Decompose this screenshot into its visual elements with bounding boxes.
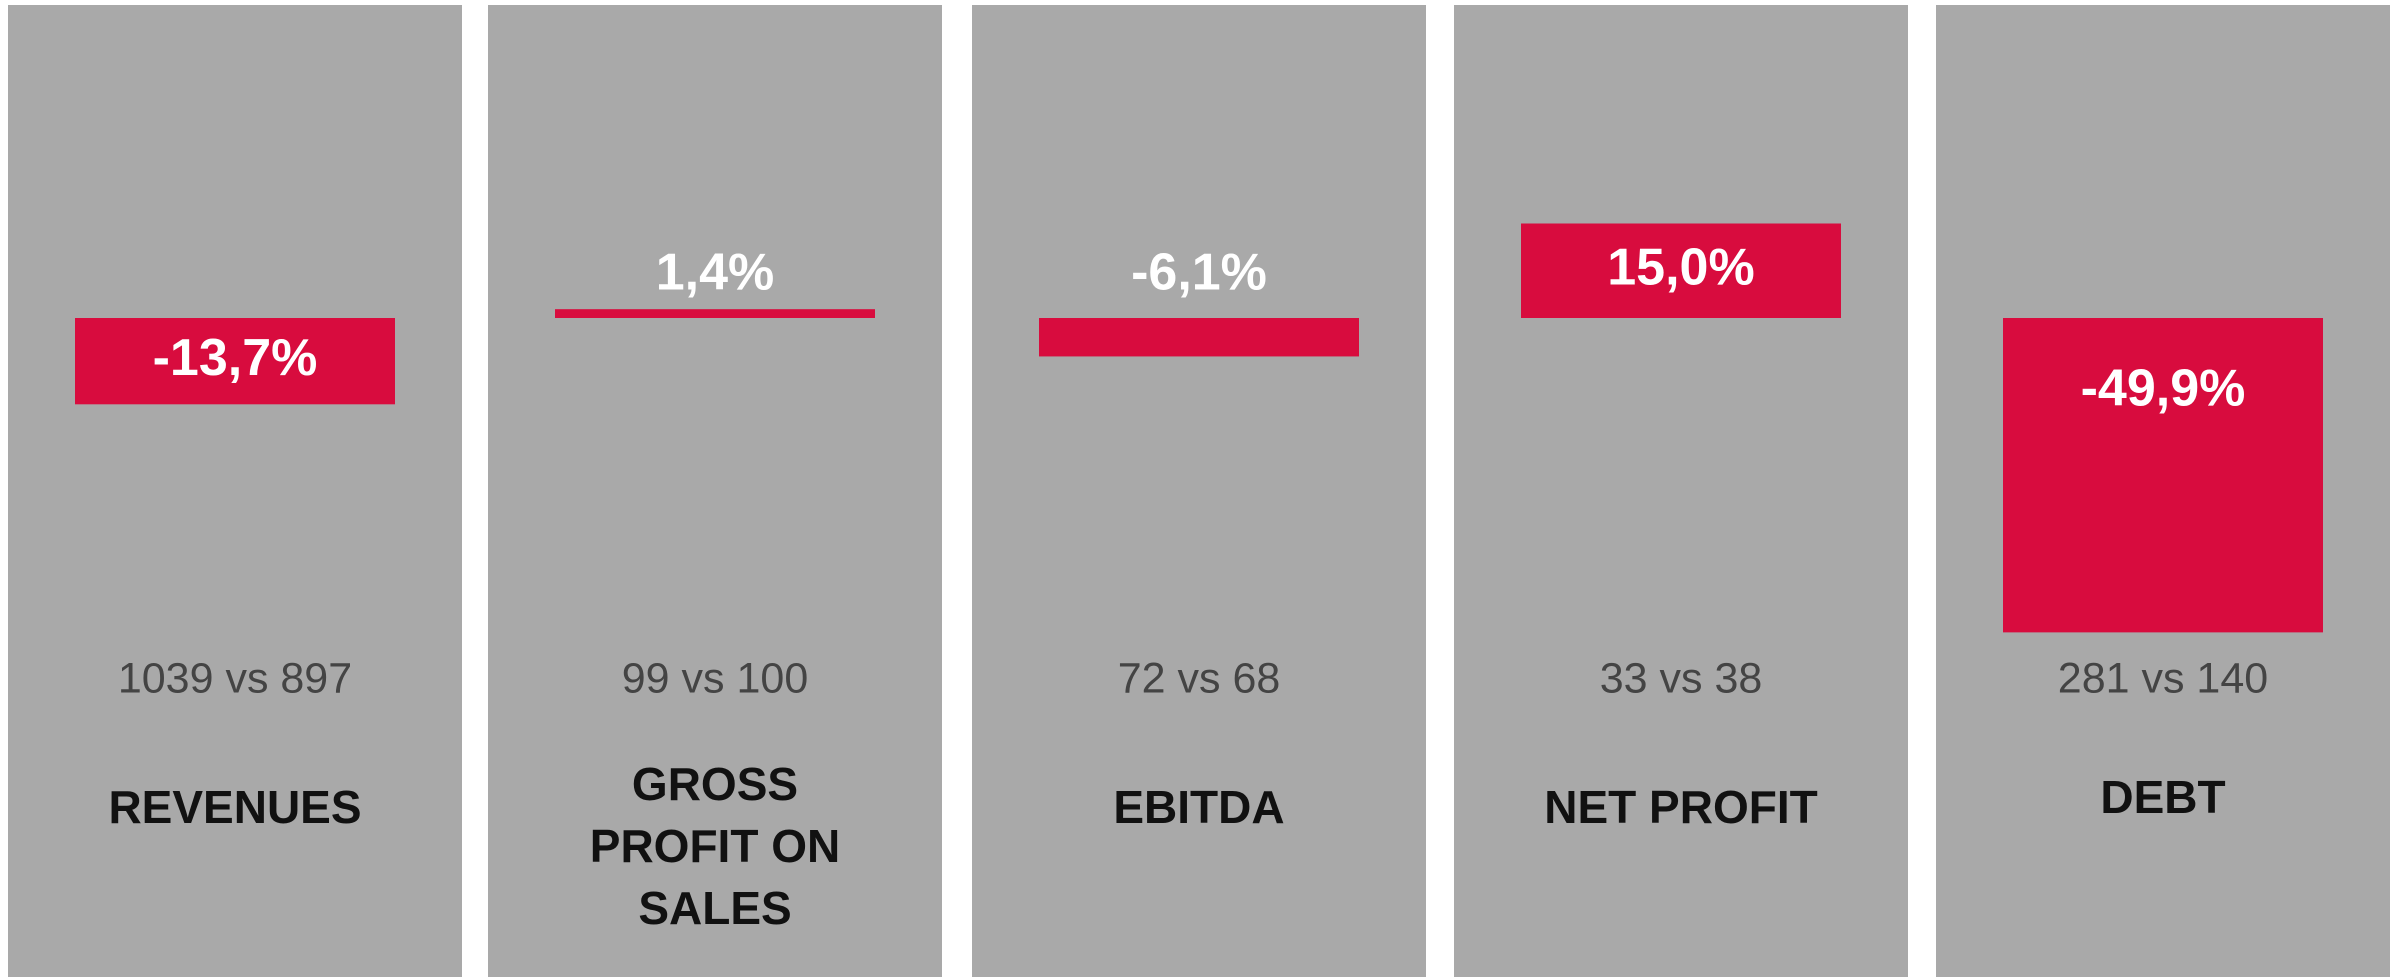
comparison: 99 vs 100	[622, 654, 808, 702]
value-label: 1,4%	[656, 244, 775, 302]
bar	[1039, 318, 1359, 357]
panel	[8, 5, 462, 977]
comparison: 1039 vs 897	[118, 654, 352, 702]
panel	[488, 5, 942, 977]
value-label: -49,9%	[2081, 360, 2246, 418]
value-label: 15,0%	[1607, 238, 1754, 296]
bar	[555, 309, 875, 318]
panel	[1454, 5, 1908, 977]
value-label: -13,7%	[153, 329, 318, 387]
value-label: -6,1%	[1131, 244, 1267, 302]
bar	[75, 318, 395, 405]
bar	[2003, 318, 2323, 633]
category-label: EBITDA	[1113, 781, 1285, 833]
comparison: 281 vs 140	[2058, 654, 2268, 702]
category-label: REVENUES	[108, 781, 362, 833]
category-label: NET PROFIT	[1544, 781, 1818, 833]
comparison: 72 vs 68	[1118, 654, 1281, 702]
category-label: DEBT	[2100, 771, 2226, 823]
bar	[1521, 223, 1841, 318]
category-label: GROSS PROFIT ON SALES	[589, 758, 841, 934]
panel	[972, 5, 1426, 977]
comparison: 33 vs 38	[1600, 654, 1763, 702]
